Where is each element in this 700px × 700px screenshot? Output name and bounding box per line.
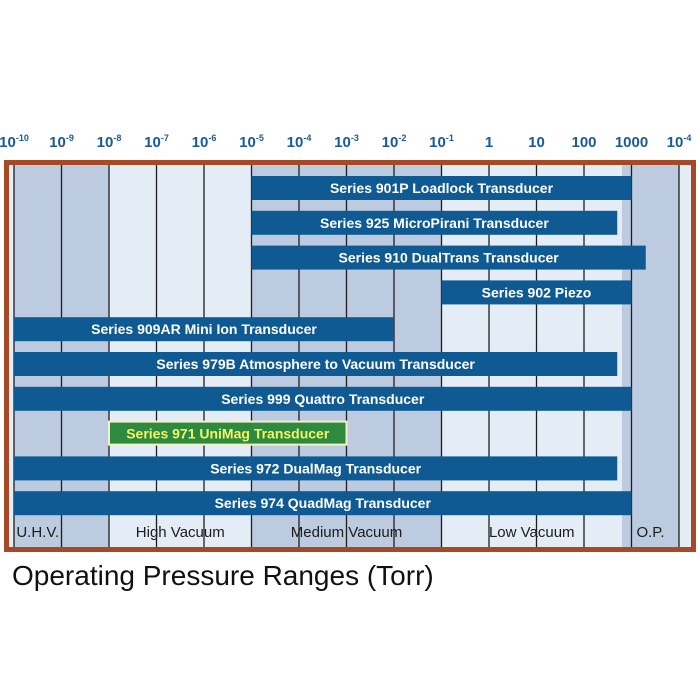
- range-bar-label: Series 925 MicroPirani Transducer: [320, 215, 549, 231]
- range-bar-rect: [251, 176, 632, 200]
- range-bar-rect: [14, 317, 394, 342]
- x-tick-label: 1: [485, 134, 493, 151]
- range-bar-rect: [14, 456, 618, 481]
- x-tick-label: 10-9: [49, 133, 74, 151]
- x-tick-label: 10-6: [192, 133, 217, 151]
- pressure-band-label: U.H.V.: [16, 524, 59, 541]
- pressure-band-label: O.P.: [636, 524, 664, 541]
- x-tick-label: 10-7: [144, 133, 169, 151]
- range-bar-rect: [251, 210, 618, 235]
- range-bar-rect: [108, 420, 348, 446]
- x-tick-label: 100: [571, 134, 596, 151]
- range-bar-label: Series 972 DualMag Transducer: [210, 460, 421, 476]
- range-bar-rect: [14, 491, 632, 516]
- range-bar-rect: [251, 245, 646, 270]
- pressure-range-chart: 10-10 10-9 10-8 10-7 10-6 10-5 10-4 10-3 10-2 10-…: [0, 133, 696, 552]
- x-tick-label: 10-5: [239, 133, 264, 151]
- x-tick-label: 10-8: [97, 133, 122, 151]
- chart-caption: Operating Pressure Ranges (Torr): [12, 560, 434, 591]
- x-tick-label: 10-3: [334, 133, 359, 151]
- pressure-band-label: High Vacuum: [136, 524, 225, 541]
- range-band: [622, 165, 679, 547]
- range-bar: Series 901P Loadlock Transducer: [251, 176, 632, 200]
- range-bar-label: Series 979B Atmosphere to Vacuum Transdu…: [156, 356, 475, 372]
- x-tick-label: 10-4: [287, 133, 312, 151]
- range-bar: Series 999 Quattro Transducer: [14, 386, 632, 411]
- range-bar: Series 925 MicroPirani Transducer: [251, 210, 618, 235]
- x-tick-label: 10-1: [429, 133, 454, 151]
- x-tick-label: 1000: [615, 134, 648, 151]
- range-bar: Series 972 DualMag Transducer: [14, 456, 618, 481]
- range-bar-label: Series 999 Quattro Transducer: [221, 391, 425, 407]
- range-bar-label: Series 910 DualTrans Transducer: [339, 250, 560, 266]
- range-bar-label: Series 901P Loadlock Transducer: [330, 180, 554, 196]
- range-bar-rect: [14, 352, 618, 376]
- range-bar-label: Series 974 QuadMag Transducer: [215, 495, 432, 511]
- range-bar: Series 902 Piezo: [441, 280, 632, 305]
- range-bar: Series 979B Atmosphere to Vacuum Transdu…: [14, 352, 618, 376]
- pressure-band-label: Low Vacuum: [489, 524, 575, 541]
- pressure-band-label: Medium Vacuum: [291, 524, 402, 541]
- range-bar: Series 971 UniMag Transducer: [108, 420, 348, 446]
- range-bar-label: Series 909AR Mini Ion Transducer: [91, 321, 317, 337]
- range-bar-label: Series 971 UniMag Transducer: [126, 426, 330, 442]
- x-tick-label: 10-4: [667, 133, 692, 151]
- x-tick-label: 10: [528, 134, 545, 151]
- x-tick-label: 10-10: [0, 133, 29, 151]
- range-bar-rect: [14, 386, 632, 411]
- range-bar: Series 974 QuadMag Transducer: [14, 491, 632, 516]
- range-bar: Series 909AR Mini Ion Transducer: [14, 317, 394, 342]
- range-bar: Series 910 DualTrans Transducer: [251, 245, 646, 270]
- range-bar-label: Series 902 Piezo: [482, 284, 592, 300]
- x-tick-label: 10-2: [382, 133, 407, 151]
- range-bar-rect: [441, 280, 632, 305]
